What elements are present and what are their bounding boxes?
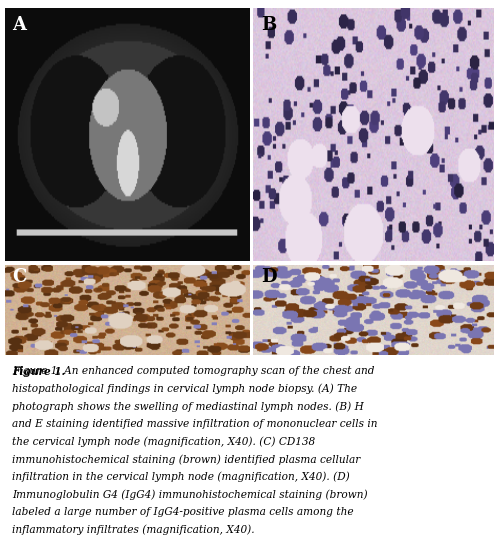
Text: labeled a large number of IgG4-positive plasma cells among the: labeled a large number of IgG4-positive …	[12, 507, 354, 517]
Text: Figure 1.: Figure 1.	[12, 366, 65, 377]
Text: the cervical lymph node (magnification, X40). (C) CD138: the cervical lymph node (magnification, …	[12, 437, 315, 447]
Text: A: A	[12, 16, 26, 34]
Text: Figure 1. An enhanced computed tomography scan of the chest and: Figure 1. An enhanced computed tomograph…	[12, 366, 375, 376]
Text: B: B	[260, 16, 276, 34]
Text: C: C	[12, 268, 27, 286]
Text: infiltration in the cervical lymph node (magnification, X40). (D): infiltration in the cervical lymph node …	[12, 472, 350, 483]
Text: histopathological findings in cervical lymph node biopsy. (A) The: histopathological findings in cervical l…	[12, 383, 358, 394]
Text: D: D	[260, 268, 276, 286]
Text: and E staining identified massive infiltration of mononuclear cells in: and E staining identified massive infilt…	[12, 419, 378, 429]
Text: immunohistochemical staining (brown) identified plasma cellular: immunohistochemical staining (brown) ide…	[12, 454, 361, 465]
Text: Figure 1. An enhanced computed tomography scan of the chest and: Figure 1. An enhanced computed tomograph…	[12, 366, 375, 376]
Text: Immunoglobulin G4 (IgG4) immunohistochemical staining (brown): Immunoglobulin G4 (IgG4) immunohistochem…	[12, 490, 368, 500]
Text: inflammatory infiltrates (magnification, X40).: inflammatory infiltrates (magnification,…	[12, 525, 255, 536]
Text: photograph shows the swelling of mediastinal lymph nodes. (B) H: photograph shows the swelling of mediast…	[12, 401, 364, 412]
